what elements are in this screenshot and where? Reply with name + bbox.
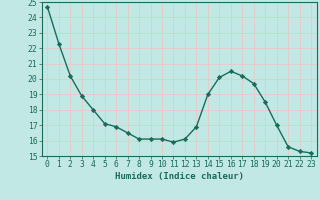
X-axis label: Humidex (Indice chaleur): Humidex (Indice chaleur) [115, 172, 244, 181]
